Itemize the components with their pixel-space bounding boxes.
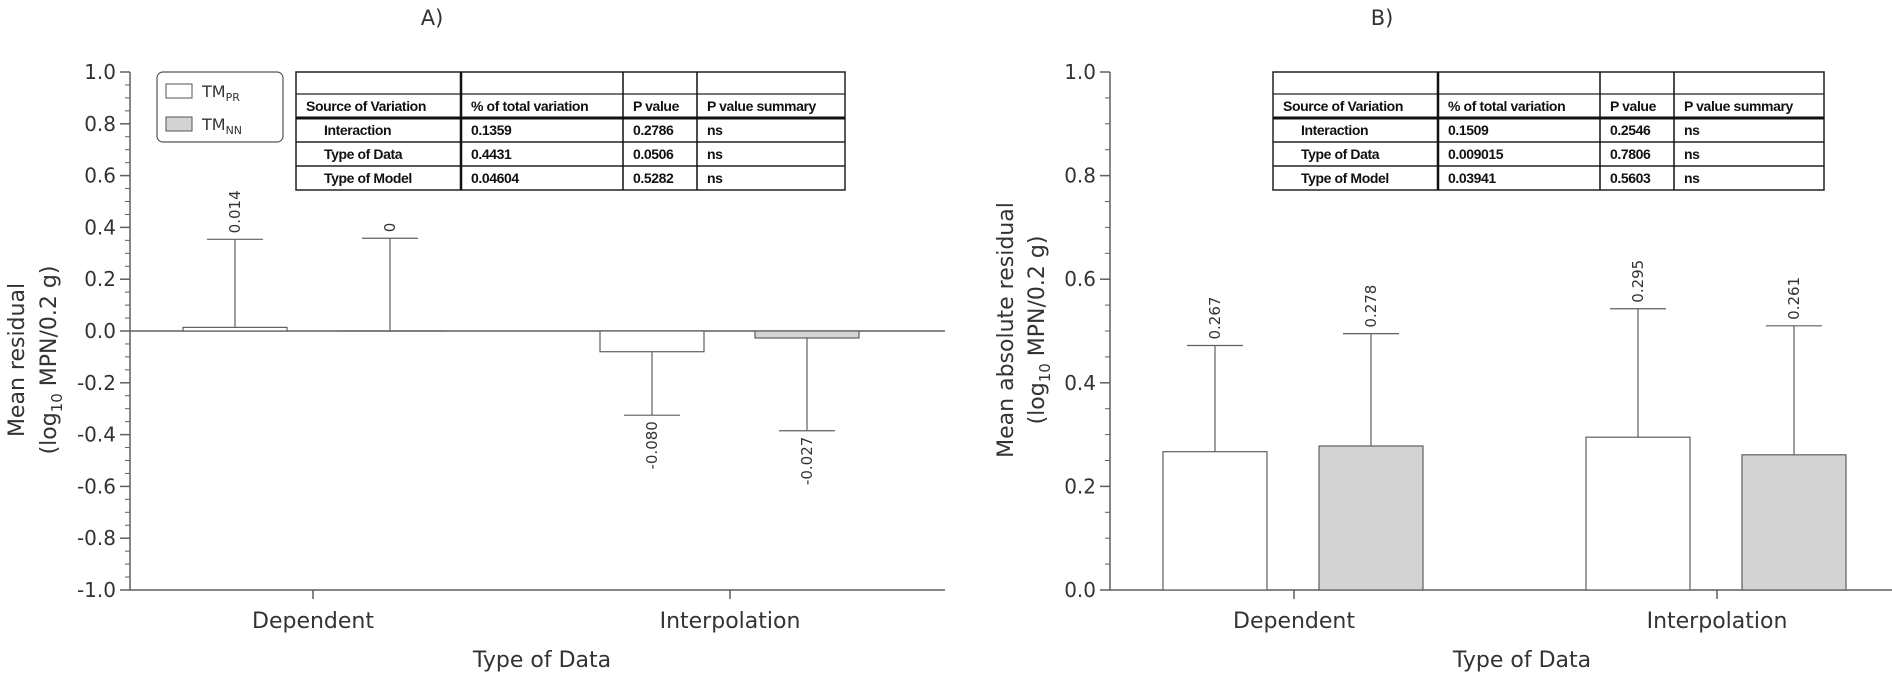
panel-a-bar [599, 330, 705, 353]
panel-b-table-cell: ns [1684, 146, 1700, 162]
panel-b-table-cell: ns [1684, 122, 1700, 138]
panel-b-y-tick-label: 0.0 [1064, 578, 1096, 602]
panel-b-table-header-cell: P value [1610, 98, 1657, 114]
panel-a-table-header-cell: % of total variation [471, 98, 588, 114]
panel-a-table-cell: ns [707, 170, 723, 186]
panel-b-y-tick-label: 0.6 [1064, 267, 1096, 291]
panel-b-table-cell: 0.5603 [1610, 170, 1651, 186]
legend-swatch-tm-nn [165, 116, 193, 132]
panel-a-y-tick-label: -0.6 [77, 474, 116, 498]
panel-b-data-label: 0.267 [1206, 297, 1224, 340]
panel-b-table-header-cell: P value summary [1684, 98, 1794, 114]
panel-a-y-tick-label: -0.8 [77, 526, 116, 550]
panel-a-y-tick-label: 0.8 [84, 112, 116, 136]
panel-b-xlabel: Type of Data [1452, 648, 1591, 673]
legend-swatch-tm-pr [165, 83, 193, 99]
panel-b-table-cell: Interaction [1301, 122, 1368, 138]
panel-a-anova-table: Source of Variation % of total variation P… [295, 71, 846, 191]
panel-a-table-cell: Type of Model [324, 170, 412, 186]
panel-b-ylabel-units: (log10 MPN/0.2 g) [1025, 236, 1054, 425]
panel-a-y-tick-label: 0.0 [84, 319, 116, 343]
panel-b-table-border [1272, 71, 1825, 191]
panel-b-data-label: 0.278 [1362, 285, 1380, 328]
panel-b-table-cell: ns [1684, 170, 1700, 186]
panel-a-y-tick-label: 1.0 [84, 60, 116, 84]
panel-b-bar [1741, 454, 1847, 591]
panel-a-y-tick-label: -1.0 [77, 578, 116, 602]
panel-a-y-tick-label: 0.6 [84, 164, 116, 188]
panel-a-table-cell: Interaction [324, 122, 391, 138]
panel-a-data-label: -0.027 [798, 437, 816, 485]
panel-a-table-header-cell: P value summary [707, 98, 817, 114]
panel-a-table-cell: 0.4431 [471, 146, 512, 162]
panel-b-ylabel: Mean absolute residual [994, 202, 1019, 458]
panel-a-table-cell: 0.04604 [471, 170, 519, 186]
panel-b-y-tick-label: 0.4 [1064, 371, 1096, 395]
panel-b-data-label: 0.261 [1785, 277, 1803, 320]
panel-b-table-cell: Type of Data [1301, 146, 1380, 162]
panel-a-table-cell: 0.0506 [633, 146, 674, 162]
panel-a-table-cell: 0.1359 [471, 122, 512, 138]
panel-a-data-label: 0.014 [226, 190, 244, 233]
panel-b-x-tick-label: Interpolation [1647, 609, 1788, 634]
panel-b-table-header-cell: Source of Variation [1283, 98, 1403, 114]
panel-b: B) 0.0 0.2 0.4 0.6 0.8 1.0 Dependent Interpolat… [994, 6, 1892, 673]
panel-b-y-tick-label: 0.8 [1064, 164, 1096, 188]
panel-b-table-cell: 0.7806 [1610, 146, 1651, 162]
legend-label-tm-pr: TMPR [201, 82, 240, 104]
panel-b-table-cell: 0.03941 [1448, 170, 1496, 186]
panel-a-xlabel: Type of Data [472, 648, 611, 673]
panel-a-table-header-cell: Source of Variation [306, 98, 426, 114]
panel-a-data-label: 0 [381, 223, 399, 233]
panel-b-plot: 0.0 0.2 0.4 0.6 0.8 1.0 Dependent Interpolation… [1064, 60, 1892, 634]
panel-a-table-cell: Type of Data [324, 146, 403, 162]
panel-a: A) -1.0 -0.8 -0.6 -0.4 -0.2 0.0 0.2 0.4 0.6 0.8 1.… [5, 6, 945, 673]
panel-a-table-cell: ns [707, 146, 723, 162]
panel-a-y-tick-label: -0.4 [77, 423, 116, 447]
panel-a-plot: -1.0 -0.8 -0.6 -0.4 -0.2 0.0 0.2 0.4 0.6 0.8 1.0 De… [77, 60, 945, 634]
panel-b-table-cell: 0.2546 [1610, 122, 1651, 138]
panel-b-y-tick-label: 1.0 [1064, 60, 1096, 84]
panel-b-table-header-cell: % of total variation [1448, 98, 1565, 114]
panel-b-bar [1162, 451, 1268, 591]
panel-a-table-cell: 0.2786 [633, 122, 674, 138]
panel-b-table-cell: 0.1509 [1448, 122, 1489, 138]
panel-b-y-tick-label: 0.2 [1064, 474, 1096, 498]
panel-b-bar [1318, 445, 1424, 591]
panel-a-data-label: -0.080 [643, 421, 661, 469]
panel-a-y-tick-label: -0.2 [77, 371, 116, 395]
panel-b-label: B) [1371, 6, 1394, 30]
panel-a-label: A) [421, 6, 444, 30]
panel-a-x-tick-label: Dependent [252, 609, 374, 634]
legend-label-tm-nn: TMNN [201, 115, 242, 137]
panel-a-bar [182, 326, 288, 332]
panel-a-table-cell: ns [707, 122, 723, 138]
panel-b-data-label: 0.295 [1629, 260, 1647, 303]
panel-a-table-border [295, 71, 846, 191]
panel-a-table-header-cell: P value [633, 98, 680, 114]
panel-b-table-cell: 0.009015 [1448, 146, 1504, 162]
panel-b-anova-table: Source of Variation % of total variation P… [1272, 71, 1825, 191]
panel-a-ylabel-units: (log10 MPN/0.2 g) [37, 266, 66, 455]
panel-a-ylabel: Mean residual [5, 283, 30, 437]
panel-b-table-cell: Type of Model [1301, 170, 1389, 186]
panel-a-y-tick-label: 0.2 [84, 267, 116, 291]
panel-a-bar [754, 330, 860, 339]
panel-b-bar [1585, 436, 1691, 591]
panel-a-y-tick-label: 0.4 [84, 215, 116, 239]
panel-a-table-cell: 0.5282 [633, 170, 674, 186]
panel-b-x-tick-label: Dependent [1233, 609, 1355, 634]
legend: TMPR TMNN [156, 71, 284, 143]
panel-a-x-tick-label: Interpolation [660, 609, 801, 634]
